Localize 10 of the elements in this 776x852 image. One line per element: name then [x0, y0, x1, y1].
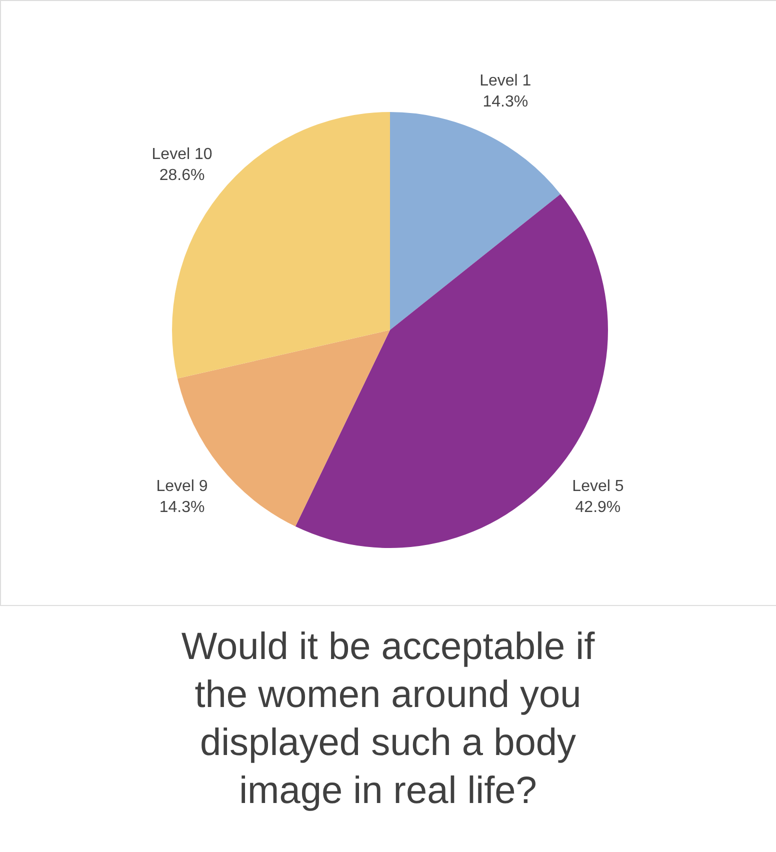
- slice-label: Level 9: [156, 478, 208, 495]
- slice-label: Level 10: [152, 146, 212, 164]
- data-label: 28.6%: [159, 167, 205, 184]
- data-label: 14.3%: [482, 93, 528, 110]
- slice-label: Level 1: [480, 72, 532, 90]
- data-label: 42.9%: [575, 498, 621, 516]
- pie-slice: [390, 112, 560, 330]
- data-label: 14.3%: [159, 498, 205, 516]
- slice-label: Level 5: [572, 478, 624, 495]
- text: Would it be acceptable if the women around you displayed such a body image in real life?: [181, 626, 596, 812]
